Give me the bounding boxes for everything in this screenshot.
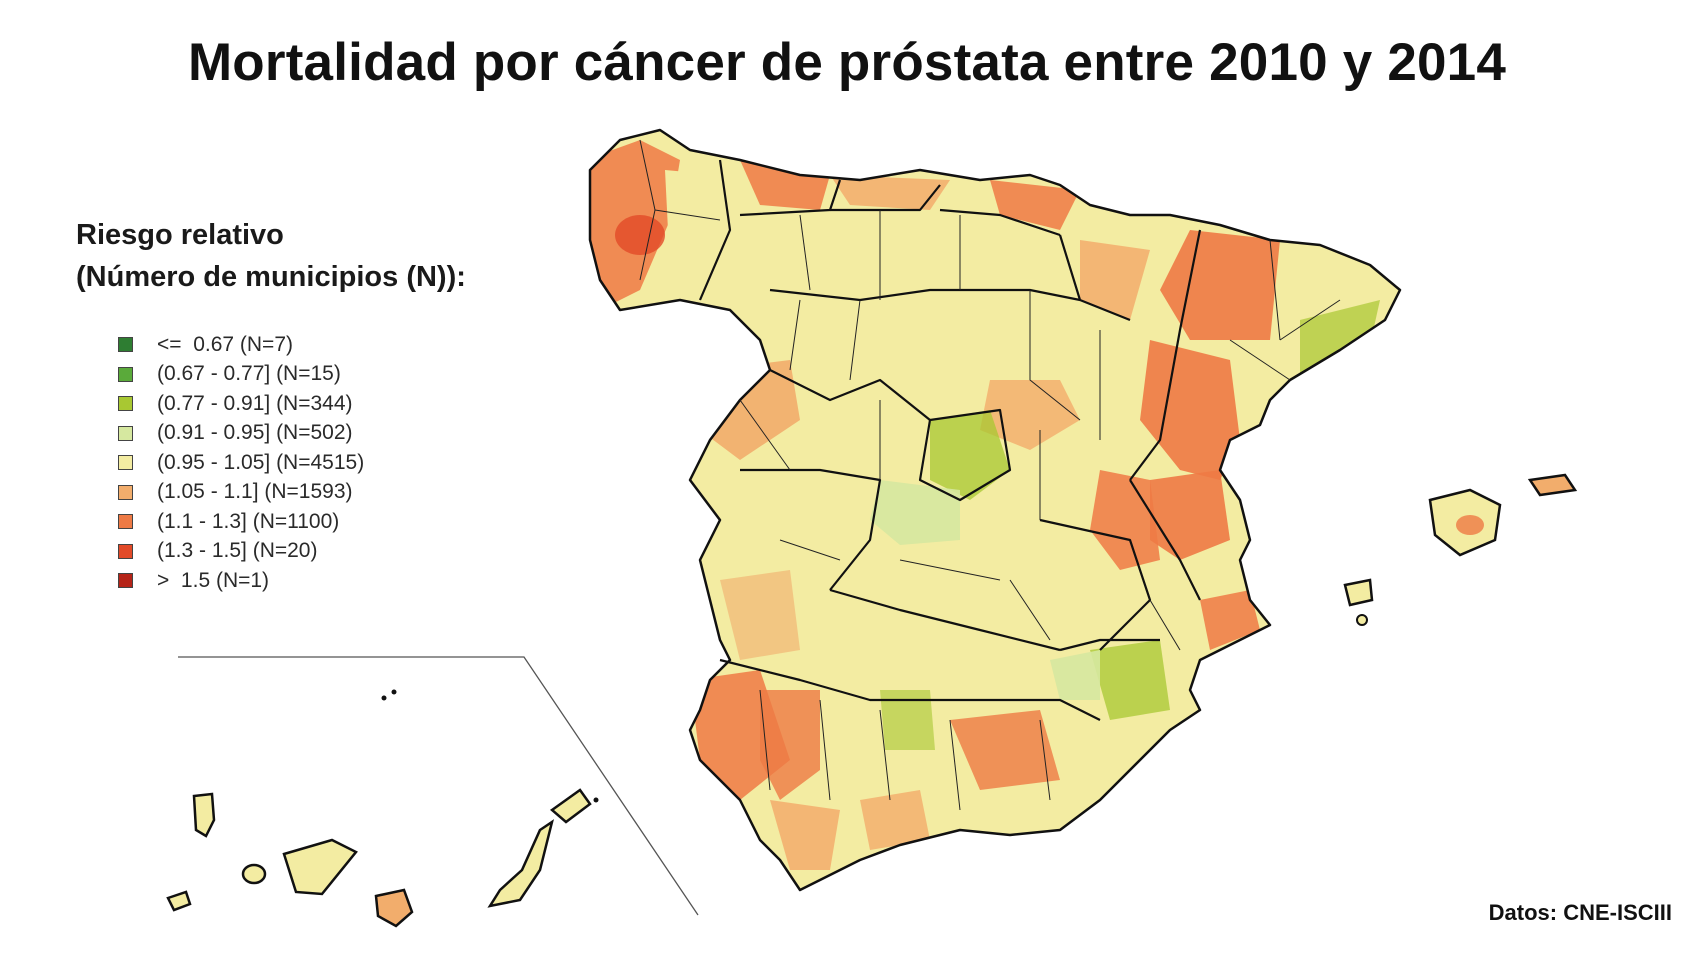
peninsula-outline <box>588 128 1402 892</box>
legend-item: (0.91 - 0.95] (N=502) <box>118 419 364 449</box>
legend-swatch <box>118 573 133 589</box>
area-castilla-east <box>980 380 1080 450</box>
area-badajoz <box>720 570 800 660</box>
area-basque <box>990 180 1080 230</box>
legend: <= 0.67 (N=7) (0.67 - 0.77] (N=15) (0.77 -… <box>118 330 364 596</box>
legend-item: <= 0.67 (N=7) <box>118 330 364 360</box>
island-gran-canaria <box>374 888 414 928</box>
island-la-gomera <box>241 863 267 885</box>
legend-label: <= 0.67 (N=7) <box>157 332 293 356</box>
balearic-islands <box>1343 473 1578 626</box>
area-albacete-green <box>1050 650 1100 700</box>
legend-item: > 1.5 (N=1) <box>118 566 364 596</box>
legend-swatch <box>118 543 133 559</box>
island-ibiza <box>1343 578 1374 607</box>
area-toledo-green <box>870 480 960 545</box>
map-title: Mortalidad por cáncer de próstata entre … <box>187 33 1507 92</box>
legend-item: (0.77 - 0.91] (N=344) <box>118 389 364 419</box>
legend-title-line2: (Número de municipios (N)): <box>76 261 466 293</box>
island-formentera <box>1356 614 1368 626</box>
island-tenerife <box>282 838 358 896</box>
legend-swatch <box>118 396 133 412</box>
inset-frame <box>178 656 699 916</box>
area-malaga <box>860 790 930 850</box>
island-mallorca-red <box>1456 515 1484 535</box>
area-granada <box>950 710 1060 790</box>
canary-inset <box>166 656 699 928</box>
area-sevilla <box>760 690 820 800</box>
legend-label: (0.95 - 1.05] (N=4515) <box>157 450 365 474</box>
peninsula <box>588 128 1402 892</box>
legend-label: (0.91 - 0.95] (N=502) <box>157 421 353 445</box>
area-murcia <box>1090 640 1170 720</box>
legend-swatch <box>118 337 133 353</box>
legend-item: (1.1 - 1.3] (N=1100) <box>118 507 364 537</box>
area-cadiz <box>770 800 840 870</box>
legend-label: (1.1 - 1.3] (N=1100) <box>157 509 340 533</box>
legend-swatch <box>118 484 133 500</box>
legend-label: (1.3 - 1.5] (N=20) <box>157 539 318 563</box>
legend-item: (0.95 - 1.05] (N=4515) <box>118 448 364 478</box>
legend-label: (0.67 - 0.77] (N=15) <box>157 362 341 386</box>
area-cuenca-east <box>1090 470 1160 570</box>
area-galicia-inner <box>665 170 720 270</box>
island-fuerteventura <box>487 819 554 908</box>
legend-label: > 1.5 (N=1) <box>157 568 270 592</box>
legend-item: (0.67 - 0.77] (N=15) <box>118 360 364 390</box>
area-catalonia-green <box>1300 300 1380 380</box>
province-borders <box>639 139 1341 811</box>
island-la-palma <box>192 792 216 838</box>
legend-item: (1.05 - 1.1] (N=1593) <box>118 478 364 508</box>
area-jaen-green <box>880 690 935 750</box>
area-aragon-south <box>1140 340 1240 480</box>
legend-swatch <box>118 425 133 441</box>
area-alicante <box>1200 590 1260 650</box>
legend-label: (0.77 - 0.91] (N=344) <box>157 391 353 415</box>
legend-label: (1.05 - 1.1] (N=1593) <box>157 480 353 504</box>
area-valencia <box>1150 470 1230 560</box>
area-madrid <box>930 410 1010 500</box>
legend-swatch <box>118 455 133 471</box>
island-el-hierro <box>166 890 192 912</box>
area-navarra <box>1080 240 1150 320</box>
legend-swatch <box>118 514 133 530</box>
legend-item: (1.3 - 1.5] (N=20) <box>118 537 364 567</box>
island-menorca <box>1527 473 1578 497</box>
island-lanzarote <box>549 788 592 824</box>
area-cantabria <box>830 175 950 210</box>
legend-title-line1: Riesgo relativo <box>76 219 284 251</box>
data-source: Datos: CNE-ISCIII <box>1488 900 1672 925</box>
legend-swatch <box>118 366 133 382</box>
area-galicia-core <box>615 215 665 255</box>
legend-title: Riesgo relativo (Número de municipios (N… <box>76 214 466 298</box>
area-aragon-north <box>1160 230 1280 340</box>
